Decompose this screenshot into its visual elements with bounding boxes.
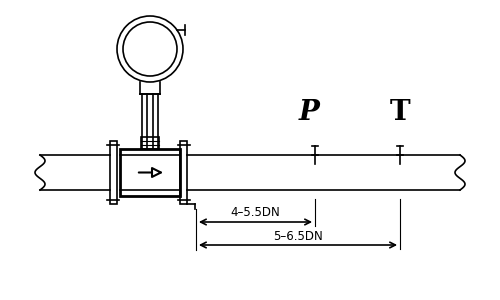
- Text: 4–5.5DN: 4–5.5DN: [230, 206, 280, 220]
- Bar: [141, 137, 159, 149]
- Text: T: T: [390, 100, 410, 127]
- Text: 5–6.5DN: 5–6.5DN: [273, 230, 323, 242]
- Text: P: P: [298, 100, 320, 127]
